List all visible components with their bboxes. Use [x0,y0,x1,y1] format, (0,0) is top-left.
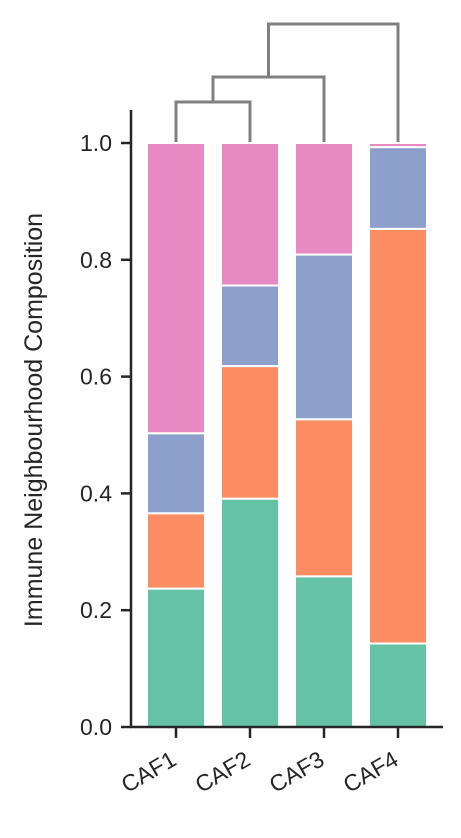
bar-segment-caf1-2 [146,512,206,590]
x-tick-label-caf3: CAF3 [265,746,329,798]
y-tick-label: 0.2 [80,597,112,623]
y-ticks: 0.0 0.2 0.4 0.6 0.8 1.0 [80,130,131,740]
bar-segment-caf1-4 [146,142,206,435]
axes [129,110,443,729]
y-tick-label: 0.4 [80,480,112,506]
bar-segment-caf4-3 [368,146,428,230]
dendrogram-link-3 [267,22,400,143]
x-ticks: CAF1 CAF2 CAF3 CAF4 [117,727,403,798]
bar-segment-caf3-1 [294,575,354,728]
bars [146,142,428,728]
x-tick-label-caf4: CAF4 [339,746,403,798]
y-tick-label: 0.6 [80,364,112,390]
x-tick-label-caf2: CAF2 [191,746,255,798]
y-tick-label: 1.0 [80,130,112,156]
bar-segment-caf3-2 [294,418,354,578]
bar-segment-caf2-4 [220,142,280,287]
dendrogram [174,22,400,143]
y-axis-title: Immune Neighbourhood Composition [20,213,48,627]
bar-segment-caf4-1 [368,642,428,728]
bar-segment-caf4-4 [368,142,428,149]
bar-segment-caf4-2 [368,227,428,645]
dendrogram-link-1 [174,100,252,143]
y-tick-label: 0.8 [80,247,112,273]
bar-segment-caf2-1 [220,497,280,728]
bar-segment-caf3-4 [294,142,354,256]
bar-segment-caf1-1 [146,587,206,728]
y-tick-label: 0.0 [80,714,112,740]
x-tick-label-caf1: CAF1 [117,746,181,798]
dendrogram-link-2 [211,75,326,143]
bar-segment-caf2-2 [220,365,280,500]
bar-segment-caf2-3 [220,284,280,368]
bar-segment-caf1-3 [146,432,206,515]
bar-segment-caf3-3 [294,253,354,421]
